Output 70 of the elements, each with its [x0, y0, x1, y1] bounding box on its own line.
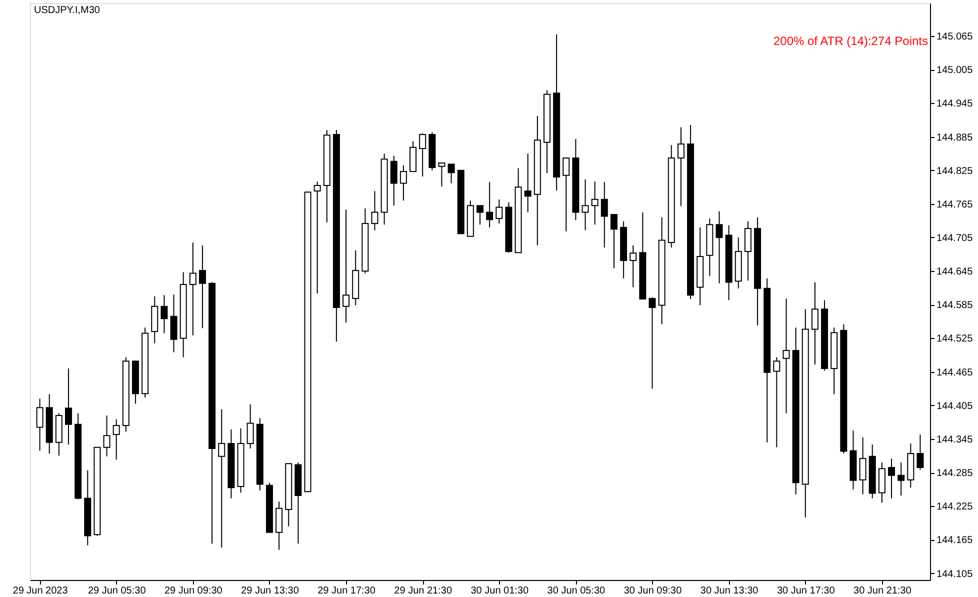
candlestick [600, 182, 608, 248]
y-tick-label: 144.645 [936, 266, 974, 278]
candlestick [916, 434, 924, 470]
y-tick-label: 145.065 [936, 32, 974, 43]
candlestick [716, 210, 723, 284]
candlestick [218, 408, 226, 548]
candlestick [64, 368, 72, 446]
candlestick [524, 153, 532, 213]
candlestick [198, 244, 206, 329]
candlestick [390, 155, 398, 206]
candlestick [648, 296, 656, 390]
candlestick [103, 414, 110, 457]
candlestick [160, 294, 168, 334]
y-tick-label: 144.705 [936, 232, 974, 244]
candlestick [888, 458, 896, 499]
candlestick [170, 294, 178, 353]
candlestick [314, 181, 321, 294]
y-tick-label: 144.465 [936, 367, 974, 378]
y-tick-label: 144.225 [936, 502, 974, 513]
candlestick [677, 126, 684, 207]
y-tick-label: 145.005 [936, 65, 974, 76]
chart-title: USDJPY.I,M30 [34, 5, 100, 16]
x-tick-label: 29 Jun 13:30 [241, 586, 300, 596]
candlestick [189, 242, 196, 336]
x-tick-label: 30 Jun 21:30 [854, 586, 912, 596]
y-tick-label: 144.585 [936, 300, 974, 312]
candlestick [476, 205, 484, 226]
x-tick-label: 30 Jun 09:30 [624, 586, 682, 596]
x-tick-label: 29 Jun 05:30 [88, 586, 146, 596]
candlestick [773, 356, 780, 448]
candlestick [898, 462, 905, 496]
x-tick-label: 29 Jun 09:30 [164, 586, 223, 596]
y-tick-label: 144.525 [936, 334, 974, 345]
candlestick [582, 178, 589, 231]
x-tick-label: 29 Jun 2023 [12, 586, 68, 596]
candlestick [371, 190, 378, 231]
y-tick-label: 144.825 [936, 166, 974, 177]
y-tick-label: 144.165 [936, 535, 974, 546]
annotation: 200% of ATR (14):274 Points [773, 34, 928, 48]
y-tick-label: 144.765 [936, 199, 974, 210]
candlestick [562, 158, 570, 232]
candlestick [591, 181, 598, 226]
candlestick [438, 162, 446, 188]
x-tick-label: 29 Jun 17:30 [318, 586, 376, 596]
y-tick-label: 144.345 [936, 434, 974, 446]
candlestick [811, 282, 818, 366]
candlestick [486, 182, 494, 228]
candlestick [246, 404, 254, 449]
candlestick [448, 164, 455, 184]
x-tick-label: 30 Jun 05:30 [547, 586, 606, 596]
candlestick [112, 418, 120, 460]
candlestick [859, 436, 866, 495]
y-tick-label: 144.105 [936, 568, 974, 580]
y-tick-label: 144.885 [936, 132, 974, 144]
candlestick [342, 209, 350, 324]
x-tick-label: 30 Jun 17:30 [776, 586, 836, 596]
candlestick [419, 132, 426, 177]
y-tick-label: 144.285 [936, 468, 974, 480]
x-tick-label: 30 Jun 13:30 [700, 586, 759, 596]
candlestick [630, 244, 637, 288]
x-tick-label: 29 Jun 21:30 [394, 586, 452, 596]
candlestick [744, 220, 752, 282]
y-tick-label: 144.945 [936, 98, 974, 110]
y-tick-label: 144.405 [936, 400, 974, 412]
candlestick [36, 398, 44, 452]
x-tick-label: 30 Jun 01:30 [470, 586, 529, 596]
candlestick [782, 298, 790, 414]
candlestick [400, 164, 407, 202]
candlestick [610, 214, 618, 269]
candlestick [496, 198, 503, 224]
